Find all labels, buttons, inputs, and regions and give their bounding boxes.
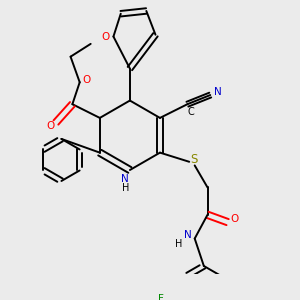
Text: O: O: [230, 214, 238, 224]
Text: N: N: [214, 87, 221, 97]
Text: O: O: [101, 32, 109, 42]
Text: C: C: [188, 106, 194, 116]
Text: F: F: [158, 294, 164, 300]
Text: H: H: [122, 183, 129, 193]
Text: N: N: [122, 174, 129, 184]
Text: H: H: [175, 239, 182, 249]
Text: N: N: [184, 230, 191, 240]
Text: S: S: [190, 152, 197, 166]
Text: O: O: [82, 75, 90, 85]
Text: O: O: [46, 121, 55, 131]
